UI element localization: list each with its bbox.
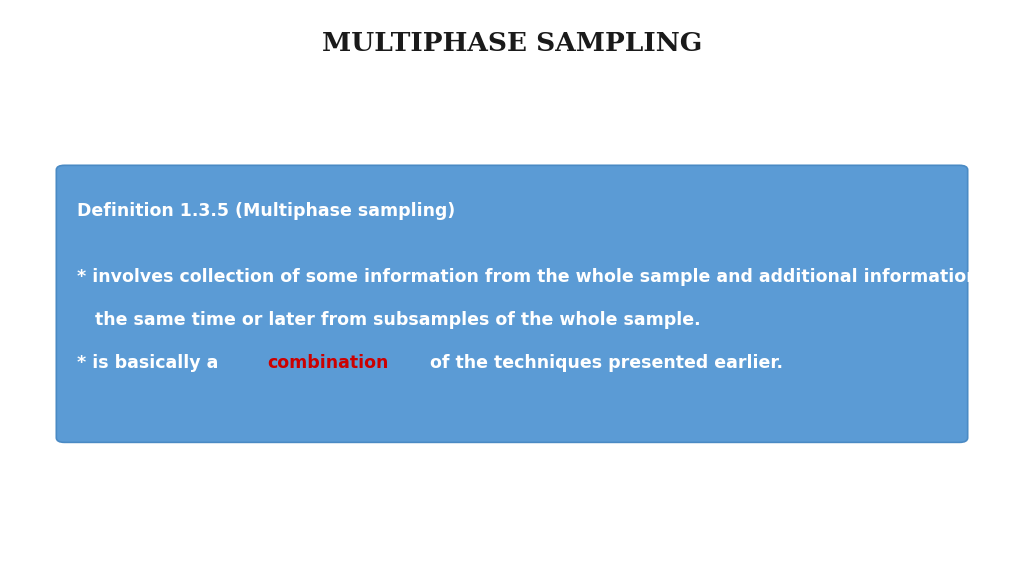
FancyBboxPatch shape — [56, 165, 968, 442]
Text: Definition 1.3.5 (Multiphase sampling): Definition 1.3.5 (Multiphase sampling) — [77, 202, 455, 219]
Text: the same time or later from subsamples of the whole sample.: the same time or later from subsamples o… — [77, 311, 700, 329]
Text: * is basically a: * is basically a — [77, 354, 224, 372]
Text: combination: combination — [267, 354, 388, 372]
Text: * involves collection of some information from the whole sample and additional i: * involves collection of some informatio… — [77, 268, 1024, 286]
Text: of the techniques presented earlier.: of the techniques presented earlier. — [424, 354, 782, 372]
Text: MULTIPHASE SAMPLING: MULTIPHASE SAMPLING — [322, 31, 702, 56]
